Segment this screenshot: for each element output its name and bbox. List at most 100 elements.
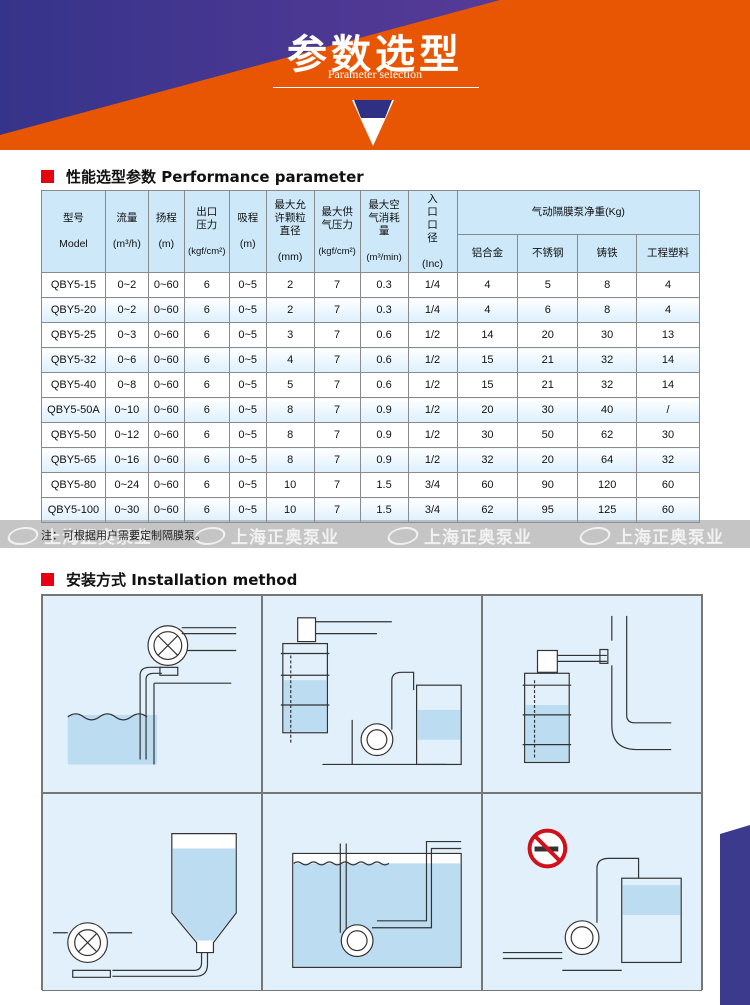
table-cell: 30 xyxy=(577,322,638,348)
table-cell: 2 xyxy=(265,272,315,298)
table-row: QBY5-32 0~6 0~60 6 0~5 4 7 0.6 1/2 15 21 32 14 xyxy=(41,347,700,373)
table-cell: 1/2 xyxy=(407,397,458,423)
performance-heading: 性能选型参数 Performance parameter xyxy=(41,166,364,187)
table-cell: 120 xyxy=(577,472,638,498)
table-cell: 0~5 xyxy=(228,322,267,348)
table-row: QBY5-40 0~8 0~60 6 0~5 5 7 0.6 1/2 15 21 32 14 xyxy=(41,372,700,398)
table-cell: 32 xyxy=(577,347,638,373)
table-cell: 6 xyxy=(183,497,230,523)
table-cell: 0~60 xyxy=(147,422,185,448)
table-cell: 0~5 xyxy=(228,347,267,373)
table-cell: 90 xyxy=(517,472,579,498)
table-cell: 0~10 xyxy=(104,397,149,423)
table-cell: / xyxy=(636,397,700,423)
table-row: QBY5-50A 0~10 0~60 6 0~5 8 7 0.9 1/2 20 30 40/ xyxy=(41,397,700,423)
table-cell: 4 xyxy=(265,347,315,373)
table-cell: 0.3 xyxy=(359,272,409,298)
table-cell: 0.9 xyxy=(359,422,409,448)
table-cell: 0.6 xyxy=(359,372,409,398)
table-cell: 0~5 xyxy=(228,422,267,448)
table-cell: 6 xyxy=(183,422,230,448)
table-cell: QBY5-50A xyxy=(41,397,106,423)
table-cell: 0.3 xyxy=(359,297,409,323)
table-cell: 60 xyxy=(636,472,700,498)
table-cell: 0~5 xyxy=(228,372,267,398)
table-cell: 0~60 xyxy=(147,497,185,523)
install-diagram-drum-transfer xyxy=(262,595,482,794)
table-cell: 7 xyxy=(313,272,361,298)
table-cell: 0~5 xyxy=(228,397,267,423)
table-cell: 6 xyxy=(183,397,230,423)
table-cell: 6 xyxy=(183,322,230,348)
table-cell: 0~5 xyxy=(228,447,267,473)
table-cell: 1/2 xyxy=(407,447,458,473)
table-cell: 7 xyxy=(313,472,361,498)
table-cell: 1/4 xyxy=(407,297,458,323)
table-cell: 0~5 xyxy=(228,497,267,523)
table-cell: 0~5 xyxy=(228,472,267,498)
col-weight: 气动隔膜泵净重(Kg) xyxy=(456,190,701,235)
table-cell: 4 xyxy=(456,272,519,298)
table-cell: 6 xyxy=(183,472,230,498)
table-cell: 15 xyxy=(456,372,519,398)
table-cell: 8 xyxy=(577,272,638,298)
table-cell: QBY5-25 xyxy=(41,322,106,348)
table-cell: 13 xyxy=(636,322,700,348)
table-cell: 0~6 xyxy=(104,347,149,373)
logo-icon xyxy=(4,526,42,545)
watermark: 上海正奥泵业 xyxy=(384,523,532,548)
table-cell: 7 xyxy=(313,372,361,398)
table-cell: 7 xyxy=(313,497,361,523)
col-stainless: 不锈钢 xyxy=(517,234,579,273)
table-cell: 3/4 xyxy=(407,497,458,523)
table-cell: 1/2 xyxy=(407,422,458,448)
table-cell: 20 xyxy=(517,447,579,473)
watermark-band: 上海正奥泵业 上海正奥泵业 上海正奥泵业 上海正奥泵业 注：可根据用户需要定制隔… xyxy=(0,520,750,548)
table-cell: 5 xyxy=(517,272,579,298)
installation-heading: 安装方式 Installation method xyxy=(41,569,297,590)
square-bullet-icon xyxy=(41,573,54,586)
table-cell: 6 xyxy=(183,372,230,398)
table-cell: 0~5 xyxy=(228,272,267,298)
table-row: QBY5-15 0~2 0~60 6 0~5 2 7 0.3 1/4 4 5 8 4 xyxy=(41,272,700,298)
table-cell: 14 xyxy=(456,322,519,348)
performance-table: 型号 Model 流量 (m³/h) 扬程 (m) 出口压力 (kgf/cm²) 吸程(… xyxy=(41,190,701,523)
install-diagram-suction-lift xyxy=(42,595,262,794)
table-cell: 0.6 xyxy=(359,322,409,348)
corner-decoration xyxy=(720,825,750,1005)
no-smoking-icon xyxy=(527,828,568,869)
table-cell: 21 xyxy=(517,372,579,398)
table-cell: 6 xyxy=(183,447,230,473)
page-subtitle: Parameter selection xyxy=(327,67,423,81)
table-cell: 6 xyxy=(517,297,579,323)
table-cell: QBY5-15 xyxy=(41,272,106,298)
table-cell: 8 xyxy=(265,422,315,448)
table-cell: 1.5 xyxy=(359,497,409,523)
table-note: 注：可根据用户需要定制隔膜泵。 xyxy=(41,530,206,542)
table-cell: QBY5-65 xyxy=(41,447,106,473)
table-cell: 0.6 xyxy=(359,347,409,373)
table-cell: 32 xyxy=(636,447,700,473)
install-diagram-gravity-feed xyxy=(42,793,262,992)
table-cell: 1/2 xyxy=(407,372,458,398)
table-cell: 64 xyxy=(577,447,638,473)
col-suction: 吸程 (m) xyxy=(228,190,267,273)
table-cell: 6 xyxy=(183,297,230,323)
table-cell: QBY5-50 xyxy=(41,422,106,448)
col-head: 扬程 (m) xyxy=(147,190,185,273)
table-cell: 0~24 xyxy=(104,472,149,498)
table-cell: 3 xyxy=(265,322,315,348)
table-cell: 7 xyxy=(313,322,361,348)
col-air-use: 最大空气消耗量 (m³/min) xyxy=(359,190,409,273)
table-cell: 50 xyxy=(517,422,579,448)
col-cast-iron: 铸铁 xyxy=(577,234,638,273)
table-cell: 14 xyxy=(636,372,700,398)
table-cell: 7 xyxy=(313,447,361,473)
table-row: QBY5-20 0~2 0~60 6 0~5 2 7 0.3 1/4 4 6 8 4 xyxy=(41,297,700,323)
col-inlet: 入口口径 (Inc) xyxy=(407,190,458,273)
logo-icon xyxy=(576,526,614,545)
table-cell: 6 xyxy=(183,347,230,373)
table-cell: 4 xyxy=(636,297,700,323)
table-cell: QBY5-80 xyxy=(41,472,106,498)
table-cell: 8 xyxy=(265,397,315,423)
